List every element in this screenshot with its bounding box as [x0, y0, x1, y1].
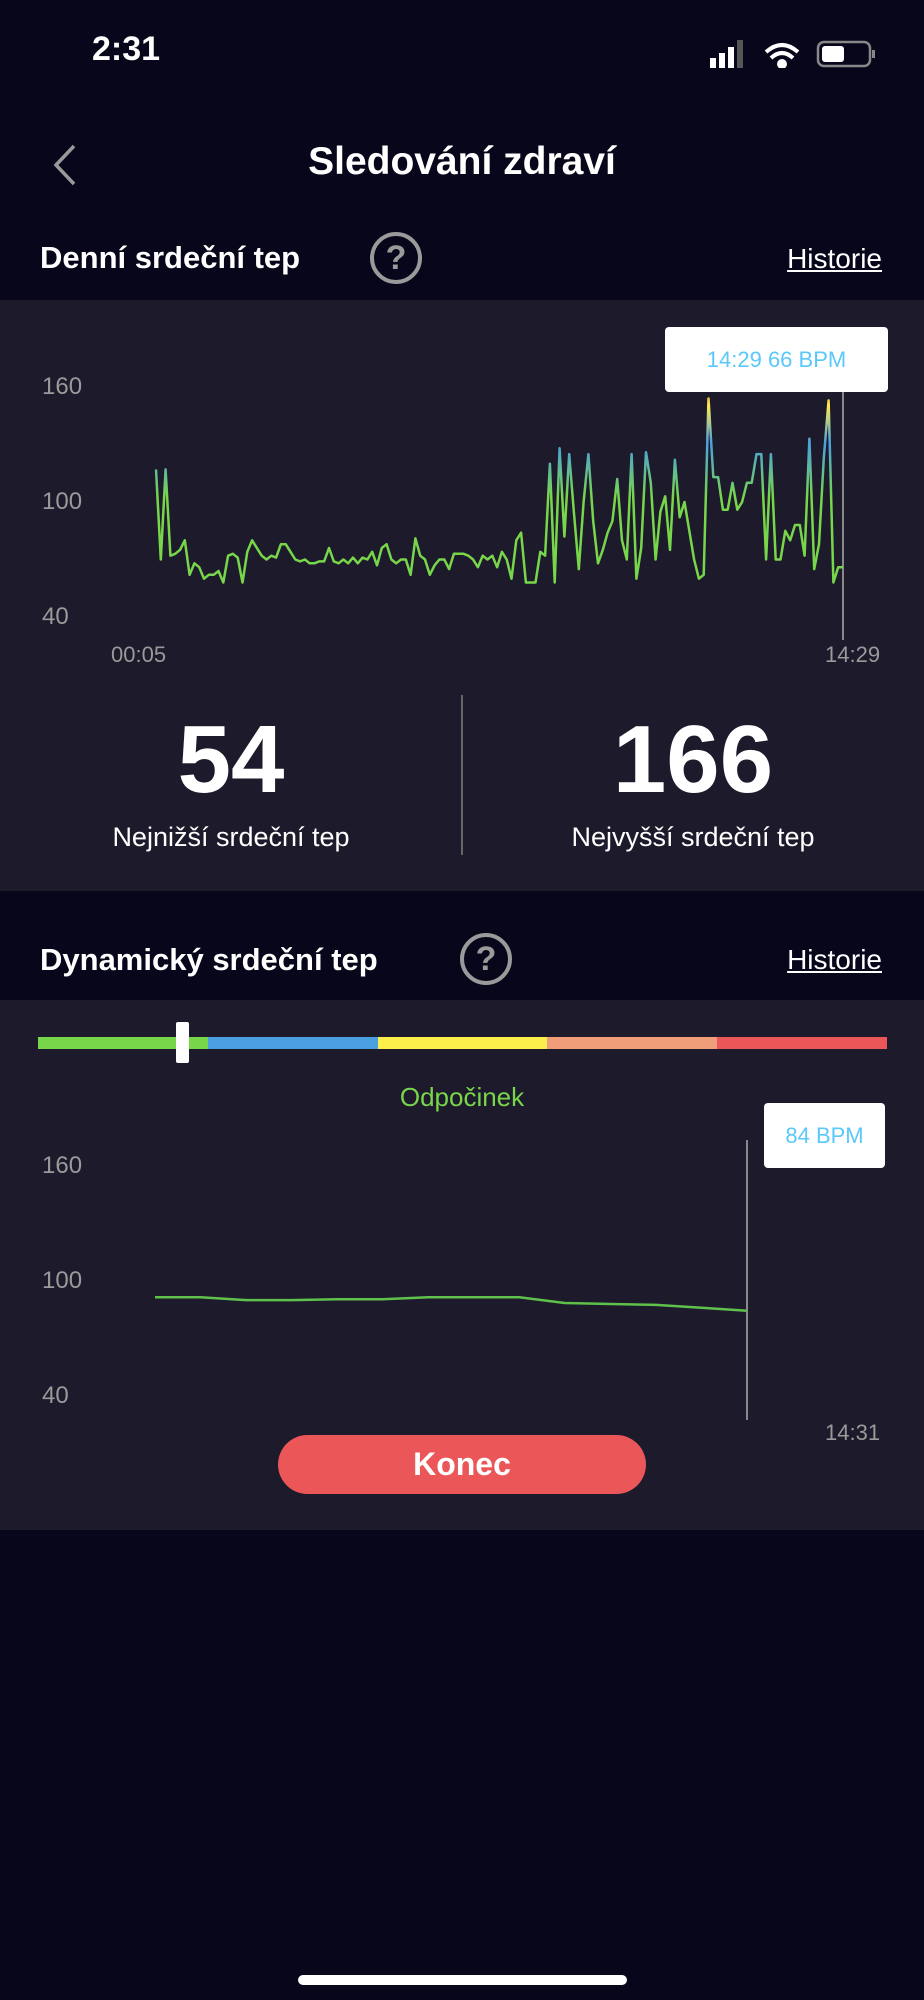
max-heart-rate-value: 166 — [612, 706, 774, 813]
zone-label: Odpočinek — [399, 1082, 525, 1112]
heart-rate-series — [155, 1296, 748, 1312]
daily-heart-rate-title: Denní srdeční tep — [40, 240, 301, 275]
question-icon[interactable]: ? — [460, 933, 512, 985]
y-tick: 160 — [42, 1152, 83, 1179]
daily-history-link[interactable]: Historie — [787, 243, 882, 274]
y-tick: 100 — [42, 488, 83, 515]
zone-segment-3 — [547, 1037, 718, 1049]
zone-marker — [176, 1022, 190, 1063]
chevron-left-icon[interactable] — [53, 144, 76, 186]
x-tick: 00:05 — [111, 642, 167, 667]
chart-tooltip: 14:29 66 BPM — [665, 327, 888, 392]
min-heart-rate-value: 54 — [177, 706, 285, 813]
zone-segment-1 — [207, 1037, 378, 1049]
x-tick: 14:29 — [825, 642, 881, 667]
y-tick: 40 — [42, 603, 69, 630]
battery-icon — [816, 40, 875, 68]
dynamic-heart-rate-title: Dynamický srdeční tep — [40, 942, 378, 977]
daily-heart-rate-chart[interactable] — [0, 300, 924, 640]
signal-icon — [710, 40, 743, 68]
back-button[interactable] — [48, 142, 84, 188]
wifi-icon — [764, 43, 800, 68]
status-time: 2:31 — [92, 30, 161, 68]
dynamic-history-link[interactable]: Historie — [787, 944, 882, 975]
divider — [461, 695, 463, 855]
heart-rate-series — [154, 397, 843, 584]
y-tick: 160 — [42, 373, 83, 400]
x-tick: 14:31 — [825, 1420, 881, 1445]
heart-rate-zone-bar — [38, 1037, 887, 1049]
y-tick: 40 — [42, 1382, 69, 1409]
zone-segment-0 — [38, 1037, 208, 1049]
home-indicator — [298, 1975, 627, 1985]
end-button[interactable]: Konec — [278, 1435, 646, 1494]
dynamic-heart-rate-chart[interactable] — [0, 1100, 924, 1430]
zone-segment-2 — [377, 1037, 548, 1049]
page-title: Sledování zdraví — [308, 140, 616, 183]
zone-segment-4 — [717, 1037, 887, 1049]
chart-tooltip: 84 BPM — [764, 1103, 885, 1168]
status-icons — [710, 40, 875, 68]
y-tick: 100 — [42, 1267, 83, 1294]
min-heart-rate-label: Nejnižší srdeční tep — [112, 822, 350, 852]
max-heart-rate-label: Nejvyšší srdeční tep — [571, 822, 815, 852]
question-icon[interactable]: ? — [370, 232, 422, 284]
